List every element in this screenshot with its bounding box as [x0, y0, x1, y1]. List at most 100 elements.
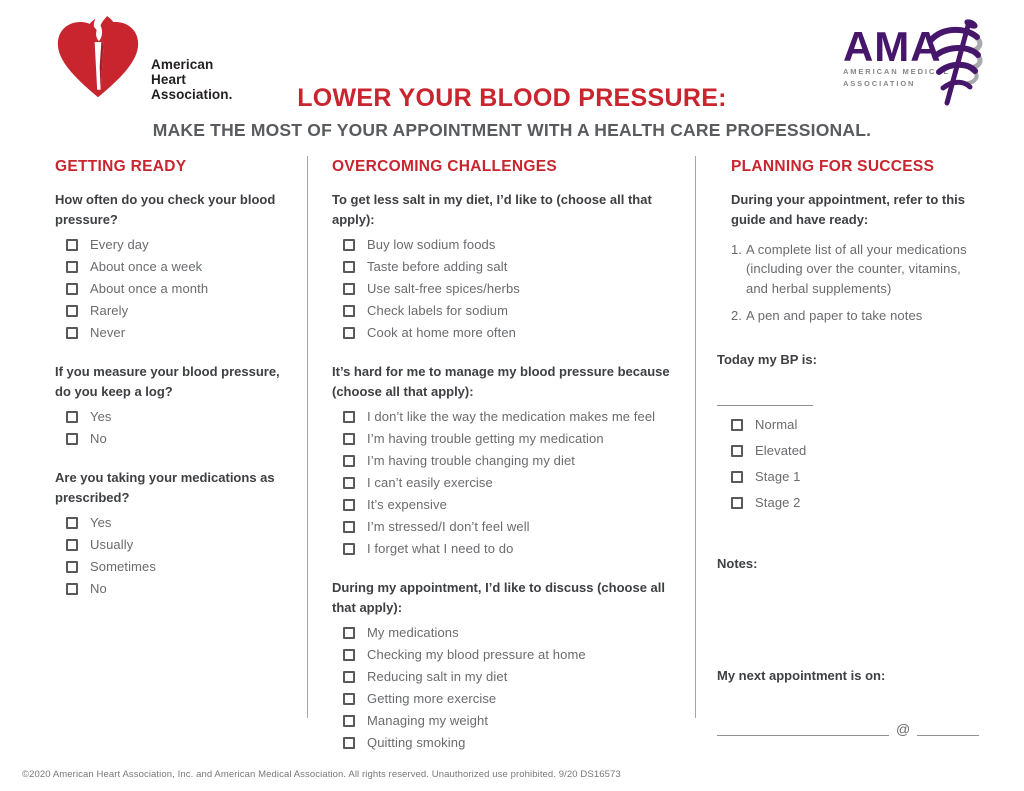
checkbox-label: Taste before adding salt	[367, 258, 508, 274]
appointment-time-line[interactable]	[917, 720, 979, 736]
checkbox-sections: How often do you check your blood pressu…	[55, 190, 295, 596]
checkbox[interactable]	[343, 304, 355, 317]
checkbox-option: I’m having trouble changing my diet	[343, 452, 684, 468]
checkbox[interactable]	[343, 476, 355, 489]
ama-acronym: AMA	[842, 23, 942, 70]
aha-logo-line: Association.	[151, 86, 233, 102]
checkbox-option: Reducing salt in my diet	[343, 668, 684, 684]
checkbox-option: I’m having trouble getting my medication	[343, 430, 684, 446]
checkbox[interactable]	[66, 516, 78, 529]
planning-intro: During your appointment, refer to this g…	[731, 191, 966, 227]
checkbox-label: I can’t easily exercise	[367, 474, 493, 490]
checkbox-option: Rarely	[66, 303, 295, 318]
checkbox[interactable]	[343, 410, 355, 423]
checkbox-option: Cook at home more often	[343, 324, 684, 340]
checkbox-label: About once a week	[90, 258, 203, 274]
checkbox[interactable]	[66, 282, 78, 295]
checkbox-label: Check labels for sodium	[367, 302, 509, 318]
checkbox[interactable]	[343, 282, 355, 295]
checkbox[interactable]	[343, 714, 355, 727]
checkbox[interactable]	[343, 260, 355, 273]
checkbox-label: I forget what I need to do	[367, 540, 514, 556]
checkbox-option: I’m stressed/I don’t feel well	[343, 519, 684, 534]
checkbox[interactable]	[731, 418, 743, 431]
checkbox[interactable]	[731, 470, 743, 483]
checkbox[interactable]	[731, 496, 743, 509]
checkbox-option: It’s expensive	[343, 497, 684, 512]
appointment-date-line[interactable]	[717, 720, 889, 736]
checkbox[interactable]	[343, 692, 355, 705]
checkbox[interactable]	[66, 326, 78, 339]
checkbox[interactable]	[343, 454, 355, 467]
checkbox-label: Cook at home more often	[367, 324, 516, 340]
column-planning-for-success: PLANNING FOR SUCCESS During your appoint…	[717, 156, 979, 736]
checkbox-label: Quitting smoking	[367, 734, 466, 750]
question-label: How often do you check your blood pressu…	[55, 191, 276, 227]
question-section: If you measure your blood pressure, do y…	[55, 362, 295, 446]
item-number: 1.	[731, 241, 742, 257]
checkbox-label: Buy low sodium foods	[367, 236, 496, 252]
checkbox-label: About once a month	[90, 280, 209, 296]
checkbox[interactable]	[731, 444, 743, 457]
checkbox-option: Checking my blood pressure at home	[343, 647, 684, 662]
checkbox[interactable]	[343, 238, 355, 251]
checkbox[interactable]	[343, 648, 355, 661]
checkbox-label: Stage 2	[755, 494, 801, 510]
checkbox-label: Usually	[90, 536, 134, 552]
checkbox[interactable]	[66, 582, 78, 595]
checkbox[interactable]	[66, 260, 78, 273]
copyright-footer: ©2020 American Heart Association, Inc. a…	[22, 769, 621, 780]
item-text: A pen and paper to take notes	[746, 308, 923, 323]
checkbox-option: I don’t like the way the medication make…	[343, 409, 684, 424]
checkbox-label: I’m having trouble changing my diet	[367, 452, 576, 468]
numbered-item: 1. A complete list of all your medication…	[731, 240, 979, 299]
checkbox-option: No	[66, 430, 295, 446]
aha-logo-text: American Heart Association.	[151, 57, 232, 102]
checkbox-label: Yes	[90, 514, 112, 530]
checkbox-label: Getting more exercise	[367, 690, 497, 706]
checkbox[interactable]	[66, 560, 78, 573]
checkbox[interactable]	[66, 304, 78, 317]
checkbox[interactable]	[66, 432, 78, 445]
checkbox[interactable]	[343, 498, 355, 511]
aha-logo: American Heart Association.	[52, 16, 232, 105]
at-symbol: @	[896, 720, 911, 737]
checkbox[interactable]	[343, 520, 355, 533]
checkbox-label: Managing my weight	[367, 712, 489, 728]
checkbox[interactable]	[66, 238, 78, 251]
checkbox[interactable]	[66, 410, 78, 423]
column-overcoming-challenges: OVERCOMING CHALLENGES To get less salt i…	[332, 156, 684, 750]
bp-write-line[interactable]	[717, 386, 813, 406]
item-text: A complete list of all your medications …	[746, 241, 967, 296]
column-heading: GETTING READY	[55, 158, 187, 175]
checkbox-option: Yes	[66, 409, 295, 424]
ama-logo-line: AMERICAN MEDICAL	[842, 66, 950, 76]
checkbox-option: Quitting smoking	[343, 734, 684, 750]
aha-logo-line: Heart	[151, 71, 187, 87]
checkbox-option: I can’t easily exercise	[343, 474, 684, 490]
have-ready-list: 1. A complete list of all your medication…	[731, 240, 979, 326]
checkbox-option: I forget what I need to do	[343, 540, 684, 556]
checkbox-label: Never	[90, 324, 126, 340]
question-label: During my appointment, I’d like to discu…	[332, 579, 665, 615]
checkbox-option: No	[66, 581, 295, 596]
checkbox-label: No	[90, 430, 107, 446]
checkbox[interactable]	[343, 542, 355, 555]
checkbox-option: Stage 2	[731, 494, 979, 510]
question-label: It’s hard for me to manage my blood pres…	[332, 363, 670, 399]
checkbox[interactable]	[343, 670, 355, 683]
checkbox-label: Reducing salt in my diet	[367, 668, 508, 684]
checkbox-label: Normal	[755, 416, 798, 432]
question-section: Are you taking your medications as presc…	[55, 468, 295, 596]
checkbox-sections: To get less salt in my diet, I’d like to…	[332, 190, 684, 750]
checkbox[interactable]	[66, 538, 78, 551]
checkbox[interactable]	[343, 432, 355, 445]
checkbox[interactable]	[343, 626, 355, 639]
question-label: If you measure your blood pressure, do y…	[55, 363, 280, 399]
appointment-label: My next appointment is on:	[717, 667, 886, 683]
appointment-fields: @	[717, 720, 979, 736]
aha-heart-torch-icon	[52, 16, 144, 105]
checkbox-label: I’m having trouble getting my medication	[367, 430, 604, 446]
checkbox[interactable]	[343, 326, 355, 339]
checkbox[interactable]	[343, 736, 355, 749]
